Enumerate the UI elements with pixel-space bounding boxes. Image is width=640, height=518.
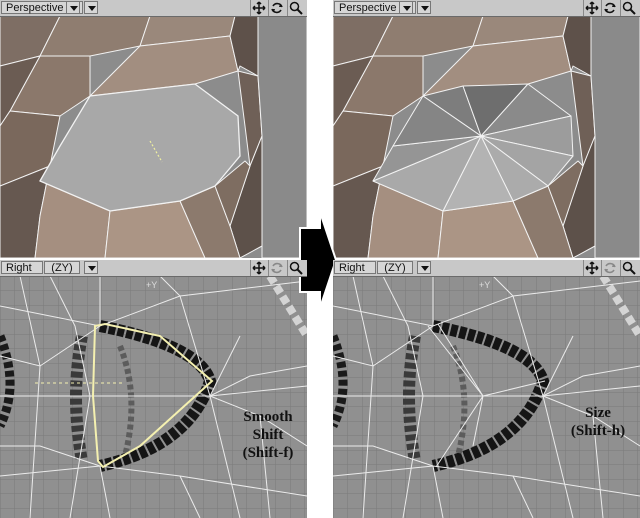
rotate-view-button[interactable]	[268, 0, 284, 16]
caption-line: Size	[585, 405, 611, 421]
caption-line: (Shift-f)	[242, 445, 294, 461]
viewport-perspective-after[interactable]: Perspective	[333, 0, 640, 258]
rotate-icon	[271, 2, 283, 14]
zoom-icon	[622, 1, 636, 15]
caption-size: Size (Shift-h)	[558, 404, 638, 440]
caption-line: (Shift-h)	[570, 423, 626, 439]
view-type-dropdown[interactable]: Perspective	[1, 1, 83, 14]
zoom-view-button[interactable]	[287, 260, 307, 276]
big-right-arrow-icon	[299, 211, 338, 309]
caption-line: Shift	[252, 427, 284, 443]
axis-dropdown[interactable]: (ZY)	[44, 261, 80, 274]
viewport-right-before[interactable]: Right (ZY)	[0, 260, 307, 518]
view-type-label: Right	[6, 262, 32, 274]
rotate-view-button[interactable]	[601, 0, 617, 16]
rotate-icon	[271, 262, 283, 274]
zoom-view-button[interactable]	[287, 0, 307, 16]
move-icon	[252, 261, 266, 275]
right-view-wireframe-after: +Y	[333, 276, 640, 518]
viewport-right-after[interactable]: Right (ZY)	[333, 260, 640, 518]
move-view-button[interactable]	[583, 0, 599, 16]
view-type-label: Perspective	[339, 2, 397, 14]
move-view-button[interactable]	[250, 0, 266, 16]
axis-label: (ZY)	[384, 262, 406, 274]
zoom-icon	[289, 261, 303, 275]
move-icon	[585, 261, 599, 275]
zoom-icon	[622, 261, 636, 275]
dropdown-arrow-icon[interactable]	[399, 1, 413, 14]
move-icon	[585, 1, 599, 15]
move-icon	[252, 1, 266, 15]
rotate-icon	[604, 262, 616, 274]
dropdown-arrow-icon[interactable]	[84, 261, 98, 274]
view-type-dropdown[interactable]: Right	[334, 261, 376, 274]
viewport-options-arrow-icon[interactable]	[417, 1, 431, 14]
zoom-icon	[289, 1, 303, 15]
caption-smooth-shift: Smooth Shift (Shift-f)	[228, 408, 307, 462]
viewport-titlebar: Perspective	[333, 0, 640, 17]
zoom-view-button[interactable]	[620, 260, 640, 276]
dropdown-arrow-icon[interactable]	[417, 261, 431, 274]
move-view-button[interactable]	[583, 260, 599, 276]
axis-dropdown[interactable]: (ZY)	[377, 261, 413, 274]
move-view-button[interactable]	[250, 260, 266, 276]
viewport-perspective-before[interactable]: Perspective	[0, 0, 307, 258]
view-type-dropdown[interactable]: Right	[1, 261, 43, 274]
zoom-view-button[interactable]	[620, 0, 640, 16]
rotate-icon	[604, 2, 616, 14]
caption-line: Smooth	[243, 409, 293, 425]
perspective-mesh-before	[0, 16, 307, 258]
viewport-titlebar: Right (ZY)	[333, 260, 640, 277]
axis-label: (ZY)	[51, 262, 73, 274]
rotate-view-button[interactable]	[601, 260, 617, 276]
axis-y-label: +Y	[479, 280, 490, 290]
view-type-label: Perspective	[6, 2, 64, 14]
right-view-wireframe-before: +Y	[0, 276, 307, 518]
perspective-mesh-after	[333, 16, 640, 258]
view-type-dropdown[interactable]: Perspective	[334, 1, 416, 14]
rotate-view-button[interactable]	[268, 260, 284, 276]
view-type-label: Right	[339, 262, 365, 274]
axis-y-label: +Y	[146, 280, 157, 290]
viewport-titlebar: Perspective	[0, 0, 307, 17]
viewport-titlebar: Right (ZY)	[0, 260, 307, 277]
viewport-options-arrow-icon[interactable]	[84, 1, 98, 14]
dropdown-arrow-icon[interactable]	[66, 1, 80, 14]
